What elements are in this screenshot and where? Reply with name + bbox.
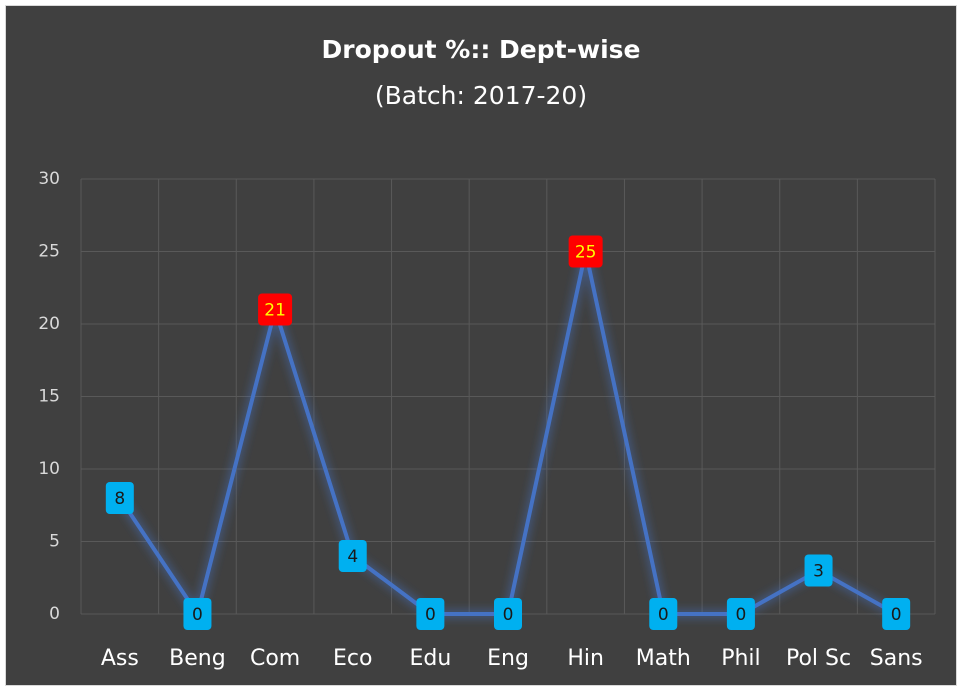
x-tick-label: Ass bbox=[101, 646, 139, 671]
y-tick-label: 20 bbox=[38, 314, 60, 334]
value-label-box bbox=[568, 235, 603, 268]
value-label-box bbox=[338, 540, 367, 572]
x-tick-label: Phil bbox=[721, 646, 760, 671]
value-label-box bbox=[258, 293, 293, 326]
value-label-box bbox=[183, 598, 212, 630]
x-tick-label: Math bbox=[636, 646, 691, 671]
chart-subtitle: (Batch: 2017-20) bbox=[375, 81, 587, 110]
x-tick-label: Beng bbox=[169, 646, 226, 671]
value-label: 0 bbox=[735, 605, 746, 625]
value-label-box bbox=[105, 482, 134, 514]
x-tick-label: Eco bbox=[333, 646, 372, 671]
x-tick-label: Hin bbox=[567, 646, 604, 671]
value-label: 0 bbox=[425, 605, 436, 625]
y-tick-label: 15 bbox=[38, 387, 60, 407]
x-tick-label: Eng bbox=[487, 646, 529, 671]
value-label: 3 bbox=[813, 562, 824, 582]
value-label-box bbox=[726, 598, 755, 630]
x-tick-label: Edu bbox=[409, 646, 451, 671]
value-label: 0 bbox=[192, 605, 203, 625]
y-tick-label: 25 bbox=[38, 242, 60, 262]
value-label-box bbox=[416, 598, 445, 630]
value-label-box bbox=[494, 598, 522, 630]
y-tick-label: 5 bbox=[49, 532, 60, 552]
y-tick-label: 10 bbox=[38, 459, 60, 479]
chart-background bbox=[5, 5, 957, 686]
y-tick-label: 0 bbox=[49, 604, 60, 624]
x-tick-label: Com bbox=[250, 646, 300, 671]
value-label: 25 bbox=[575, 243, 597, 263]
value-label: 0 bbox=[658, 605, 669, 625]
value-label-box bbox=[882, 598, 911, 630]
chart-title: Dropout %:: Dept-wise bbox=[322, 35, 641, 64]
x-tick-label: Pol Sc bbox=[786, 646, 851, 671]
y-tick-label: 30 bbox=[38, 169, 60, 189]
value-label-box bbox=[804, 554, 833, 587]
value-label: 4 bbox=[347, 547, 358, 567]
value-label: 21 bbox=[264, 301, 286, 321]
value-label-box bbox=[649, 598, 678, 630]
value-label: 8 bbox=[114, 489, 125, 509]
value-label: 0 bbox=[891, 605, 902, 625]
x-tick-label: Sans bbox=[870, 646, 923, 671]
value-label: 0 bbox=[503, 605, 514, 625]
